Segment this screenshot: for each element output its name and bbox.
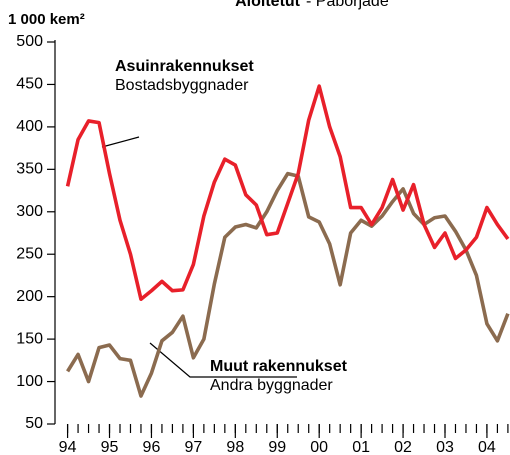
x-tick-label: 98 xyxy=(226,439,244,455)
annotation-pointer xyxy=(101,136,140,148)
y-tick-label: 200 xyxy=(16,288,43,305)
y-tick-label: 450 xyxy=(16,76,43,93)
x-tick-label: 94 xyxy=(59,439,77,455)
annotation-pointer xyxy=(149,342,297,378)
annotation-title: Asuinrakennukset xyxy=(115,58,254,75)
x-tick-label: 03 xyxy=(436,439,454,455)
y-tick-label: 50 xyxy=(25,415,43,432)
annotation-text: Andra byggnader xyxy=(210,377,333,394)
y-tick-label: 150 xyxy=(16,330,43,347)
annotation-text: Bostadsbyggnader xyxy=(115,77,249,94)
chart-title: Aloitetut xyxy=(235,0,301,10)
x-tick-label: 97 xyxy=(184,439,202,455)
y-tick-label: 100 xyxy=(16,373,43,390)
x-tick-label: 04 xyxy=(478,439,496,455)
x-tick-label: 99 xyxy=(268,439,286,455)
x-tick-label: 00 xyxy=(310,439,328,455)
line-series xyxy=(66,171,510,398)
x-tick-label: 02 xyxy=(394,439,412,455)
y-tick-label: 400 xyxy=(16,118,43,135)
x-tick-label: 95 xyxy=(101,439,119,455)
y-tick-label: 300 xyxy=(16,203,43,220)
annotation-title: Muut rakennukset xyxy=(210,358,348,375)
y-tick-label: 500 xyxy=(16,33,43,50)
y-axis-label: 1 000 kem² xyxy=(8,11,85,28)
x-tick-label: 01 xyxy=(352,439,370,455)
line-series xyxy=(65,84,510,302)
x-tick-label: 96 xyxy=(143,439,161,455)
y-tick-label: 250 xyxy=(16,245,43,262)
chart-subtitle: - Påbörjade xyxy=(306,0,389,10)
y-tick-label: 350 xyxy=(16,161,43,178)
